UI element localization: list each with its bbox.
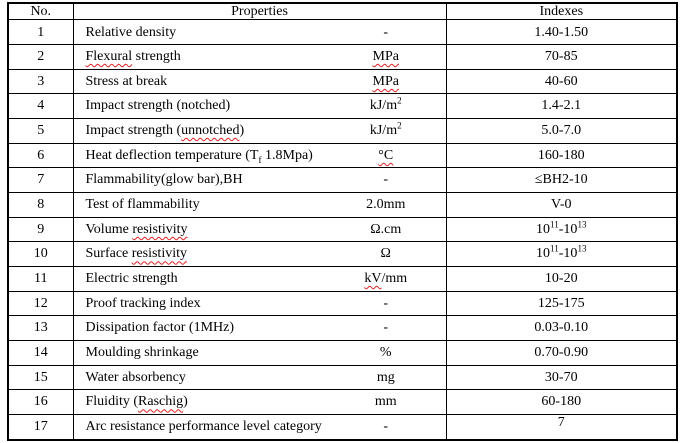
property-name-cell: Water absorbency xyxy=(72,364,326,391)
property-name-cell: Flexural strength xyxy=(72,44,326,70)
index-value-cell: 160-180 xyxy=(445,142,678,169)
index-value-cell: 60-180 xyxy=(445,389,678,415)
table-row: 16 Fluidity (Raschig) mm 60-180 xyxy=(7,389,678,415)
properties-table: No. Properties Indexes 1 Relative density… xyxy=(7,2,679,441)
property-name-cell: Dissipation factor (1MHz) xyxy=(72,315,326,341)
table-row: 7 Flammability(glow bar),BH - ≤BH2-10 xyxy=(7,167,678,193)
index-value-cell: 125-175 xyxy=(445,290,678,317)
property-name-cell: Relative density xyxy=(72,19,326,46)
table-row: 2 Flexural strength MPa 70-85 xyxy=(7,44,678,70)
property-name-cell: Electric strength xyxy=(72,265,326,292)
index-value-cell: 1.4-2.1 xyxy=(445,93,678,120)
row-number-cell: 3 xyxy=(7,68,74,95)
table-row: 14 Moulding shrinkage% 0.70-0.90 xyxy=(7,339,678,366)
row-number-cell: 5 xyxy=(7,118,74,144)
table-row: 15 Water absorbency mg 30-70 xyxy=(7,364,678,391)
property-name-cell: Proof tracking index xyxy=(72,290,326,317)
index-value-cell: 1.40-1.50 xyxy=(445,19,678,46)
header-indexes: Indexes xyxy=(445,2,678,21)
table-row: 11 Electric strength kV/mm 10-20 xyxy=(7,265,678,292)
row-number-cell: 17 xyxy=(7,413,74,441)
unit-cell: - xyxy=(326,315,447,341)
property-name-cell: Arc resistance performance level categor… xyxy=(72,413,326,441)
unit-cell: - xyxy=(326,167,447,193)
index-value-cell: 0.70-0.90 xyxy=(445,339,678,366)
table-row: 4 Impact strength (notched) kJ/m2 1.4-2.1 xyxy=(7,93,678,120)
row-number-cell: 14 xyxy=(7,339,74,366)
row-number-cell: 16 xyxy=(7,389,74,415)
index-value-cell: 1011-1013 xyxy=(445,241,678,267)
property-name-cell: Impact strength (notched) xyxy=(72,93,326,120)
unit-cell: °C xyxy=(326,142,447,169)
unit-cell: Ω.cm xyxy=(326,216,447,243)
index-value-cell: 40-60 xyxy=(445,68,678,95)
row-number-cell: 2 xyxy=(7,44,74,70)
unit-cell: - xyxy=(326,290,447,317)
property-name-cell: Impact strength (unnotched) xyxy=(72,118,326,144)
table-row: 12 Proof tracking index -125-175 xyxy=(7,290,678,317)
unit-cell: 2.0mm xyxy=(326,191,447,218)
property-name-cell: Test of flammability xyxy=(72,191,326,218)
unit-cell: MPa xyxy=(326,68,447,95)
table-row: 8 Test of flammability 2.0mm V-0 xyxy=(7,191,678,218)
row-number-cell: 6 xyxy=(7,142,74,169)
index-value-cell: 5.0-7.0 xyxy=(445,118,678,144)
unit-cell: mm xyxy=(326,389,447,415)
header-row: No. Properties Indexes xyxy=(7,2,678,21)
property-name-cell: Heat deflection temperature (Tf 1.8Mpa) xyxy=(72,142,326,169)
unit-cell: kJ/m2 xyxy=(326,93,447,120)
table-header: No. Properties Indexes xyxy=(7,2,678,21)
index-value-cell: 30-70 xyxy=(445,364,678,391)
unit-cell: kJ/m2 xyxy=(326,118,447,144)
property-name-cell: Flammability(glow bar),BH xyxy=(72,167,326,193)
property-name-cell: Surface resistivity xyxy=(72,241,326,267)
index-value-cell: ≤BH2-10 xyxy=(445,167,678,193)
index-value-cell: 70-85 xyxy=(445,44,678,70)
unit-cell: MPa xyxy=(326,44,447,70)
index-value-cell: 10-20 xyxy=(445,265,678,292)
table-row: 13 Dissipation factor (1MHz) -0.03-0.10 xyxy=(7,315,678,341)
table-row: 5 Impact strength (unnotched) kJ/m2 5.0-7.0 xyxy=(7,118,678,144)
row-number-cell: 15 xyxy=(7,364,74,391)
row-number-cell: 13 xyxy=(7,315,74,341)
table-row: 17 Arc resistance performance level categ… xyxy=(7,413,678,441)
unit-cell: - xyxy=(326,19,447,46)
unit-cell: % xyxy=(326,339,447,366)
row-number-cell: 1 xyxy=(7,19,74,46)
property-name-cell: Moulding shrinkage xyxy=(72,339,326,366)
property-name-cell: Fluidity (Raschig) xyxy=(72,389,326,415)
row-number-cell: 4 xyxy=(7,93,74,120)
index-value-cell: 7 xyxy=(445,413,678,441)
table-row: 10 Surface resistivity Ω 1011-1013 xyxy=(7,241,678,267)
row-number-cell: 8 xyxy=(7,191,74,218)
row-number-cell: 9 xyxy=(7,216,74,243)
table-row: 6 Heat deflection temperature (Tf 1.8Mpa)… xyxy=(7,142,678,169)
unit-cell: Ω xyxy=(326,241,447,267)
property-name-cell: Stress at break xyxy=(72,68,326,95)
table-row: 9 Volume resistivity Ω.cm 1011-1013 xyxy=(7,216,678,243)
index-value-cell: V-0 xyxy=(445,191,678,218)
row-number-cell: 10 xyxy=(7,241,74,267)
index-value-cell: 1011-1013 xyxy=(445,216,678,243)
row-number-cell: 7 xyxy=(7,167,74,193)
row-number-cell: 11 xyxy=(7,265,74,292)
property-name-cell: Volume resistivity xyxy=(72,216,326,243)
table-body: 1 Relative density -1.40-1.50 2 Flexural str… xyxy=(7,19,678,441)
index-value-cell: 0.03-0.10 xyxy=(445,315,678,341)
unit-cell: mg xyxy=(326,364,447,391)
unit-cell: kV/mm xyxy=(326,265,447,292)
header-no: No. xyxy=(7,2,74,21)
table-row: 1 Relative density -1.40-1.50 xyxy=(7,19,678,46)
row-number-cell: 12 xyxy=(7,290,74,317)
unit-cell: - xyxy=(326,413,447,441)
header-properties: Properties xyxy=(72,2,447,21)
table-row: 3 Stress at break MPa 40-60 xyxy=(7,68,678,95)
